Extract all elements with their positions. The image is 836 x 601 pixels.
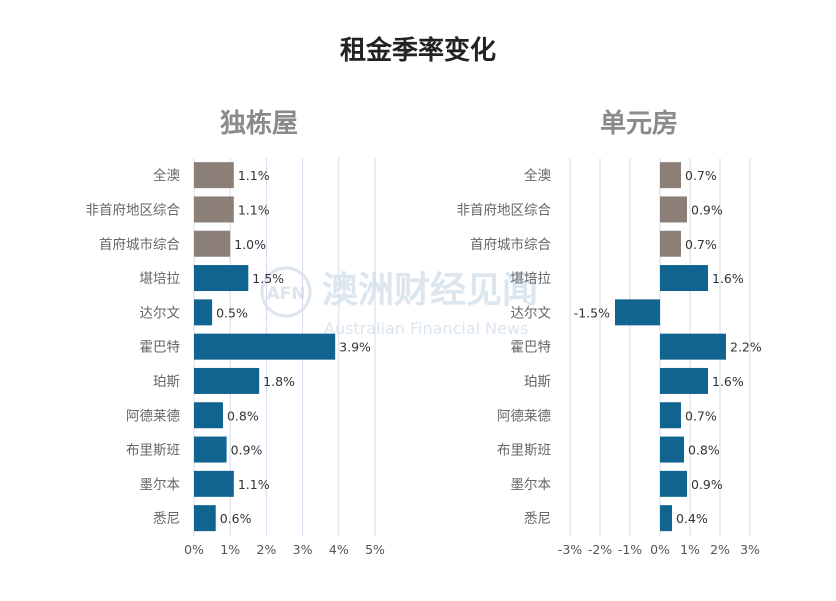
x-tick-label: 3% [293,542,313,557]
data-label: 0.7% [685,168,717,183]
bar [660,402,681,429]
data-label: 1.1% [238,168,270,183]
bar [660,367,708,394]
category-label: 霍巴特 [511,340,552,356]
panel-title: 单元房 [600,109,678,139]
bar [194,436,227,463]
data-label: 0.9% [231,443,263,458]
category-label: 全澳 [524,167,552,184]
bar [615,299,660,326]
category-label: 珀斯 [153,374,180,390]
category-label: 全澳 [153,167,180,184]
data-label: 0.8% [227,408,259,423]
bar [660,162,681,189]
x-tick-label: 0% [650,542,670,557]
data-label: 0.5% [216,305,248,320]
bar [660,265,708,292]
data-label: 1.1% [238,202,270,217]
category-label: 首府城市综合 [470,236,551,253]
category-label: 首府城市综合 [99,236,180,253]
bar [194,230,231,257]
data-label: 2.2% [730,340,762,355]
bar [194,367,260,394]
category-label: 阿德莱德 [126,408,180,424]
x-tick-label: 4% [329,542,349,557]
bar [660,333,726,360]
data-label: 1.5% [252,271,284,286]
bar [194,505,216,532]
data-label: 0.9% [691,202,723,217]
bar [194,196,234,223]
category-label: 珀斯 [524,374,551,390]
watermark-logo-text: AFN [267,284,306,304]
data-label: 1.6% [712,271,744,286]
category-label: 墨尔本 [140,477,181,493]
data-label: -1.5% [574,305,610,320]
x-tick-label: 2% [256,542,276,557]
data-label: 1.1% [238,477,270,492]
bar [660,470,687,497]
category-label: 达尔文 [511,305,552,321]
category-label: 悉尼 [524,511,551,527]
data-label: 1.0% [234,237,266,252]
x-tick-label: 1% [220,542,240,557]
x-tick-label: 2% [710,542,730,557]
bar [194,162,234,189]
data-label: 3.9% [339,340,371,355]
bar [660,230,681,257]
panel-title: 独栋屋 [220,108,298,139]
bar [194,402,223,429]
data-label: 0.7% [685,237,717,252]
category-label: 布里斯班 [497,443,551,459]
x-tick-label: 1% [680,542,700,557]
bar [660,436,684,463]
bar [194,265,249,292]
data-label: 1.6% [712,374,744,389]
category-label: 达尔文 [140,305,181,321]
category-label: 布里斯班 [126,443,180,459]
category-label: 墨尔本 [511,477,552,493]
category-label: 非首府地区综合 [457,202,552,218]
category-label: 悉尼 [153,511,180,527]
data-label: 0.9% [691,477,723,492]
x-tick-label: -3% [558,542,582,557]
watermark-text-cn: 澳洲财经见闻 [322,270,538,311]
data-label: 0.6% [220,511,252,526]
data-label: 0.4% [676,511,708,526]
x-tick-label: -2% [588,542,612,557]
bar [660,196,687,223]
watermark-text-en: Australian Financial News [324,319,528,338]
bar [194,333,336,360]
data-label: 0.7% [685,408,717,423]
category-label: 堪培拉 [140,271,181,287]
x-tick-label: 0% [184,542,204,557]
page-title: 租金季率变化 [339,36,496,66]
data-label: 1.8% [263,374,295,389]
category-label: 阿德莱德 [497,408,551,424]
watermark-logo-ring [260,266,312,318]
category-label: 非首府地区综合 [86,202,181,218]
x-tick-label: 5% [365,542,385,557]
bar [194,470,234,497]
x-tick-label: -1% [618,542,642,557]
category-label: 霍巴特 [140,340,181,356]
category-label: 堪培拉 [511,271,552,287]
x-tick-label: 3% [740,542,760,557]
bar [660,505,672,532]
bar [194,299,213,326]
data-label: 0.8% [688,443,720,458]
